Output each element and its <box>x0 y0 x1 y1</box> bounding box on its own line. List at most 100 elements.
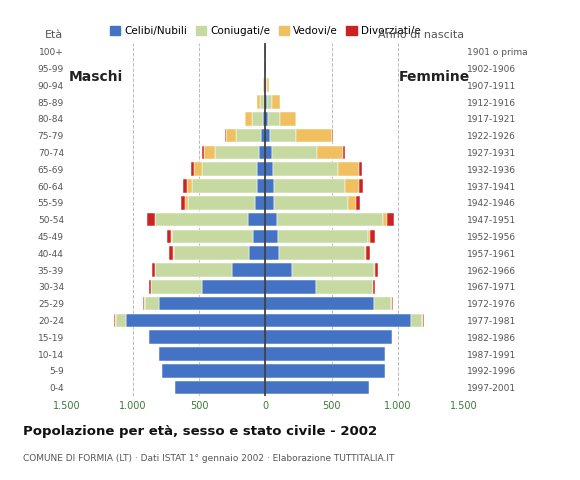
Bar <box>278 229 368 243</box>
Bar <box>202 145 204 159</box>
Bar <box>332 129 333 143</box>
Bar <box>155 263 232 277</box>
Bar <box>226 129 236 143</box>
Bar <box>272 145 317 159</box>
Bar <box>277 213 383 227</box>
Bar <box>266 246 278 260</box>
Bar <box>266 179 274 193</box>
Bar <box>375 263 378 277</box>
Bar <box>260 95 264 109</box>
Bar <box>255 196 266 210</box>
Bar <box>273 162 338 176</box>
Bar <box>266 347 385 361</box>
Bar <box>266 263 292 277</box>
Bar <box>343 145 346 159</box>
Bar <box>126 313 266 327</box>
Bar <box>162 364 266 378</box>
Bar <box>192 179 257 193</box>
Bar <box>169 246 173 260</box>
Bar <box>266 229 278 243</box>
Bar <box>232 263 266 277</box>
Bar <box>266 95 267 109</box>
Bar <box>346 179 358 193</box>
Bar <box>387 213 394 227</box>
Bar <box>253 229 266 243</box>
Bar <box>266 364 385 378</box>
Bar <box>368 229 370 243</box>
Bar <box>172 229 253 243</box>
Bar <box>266 78 267 92</box>
Bar <box>296 129 332 143</box>
Bar <box>202 280 266 294</box>
Bar <box>245 112 252 126</box>
Bar <box>383 213 387 227</box>
Bar <box>248 213 266 227</box>
Bar <box>338 162 360 176</box>
Bar <box>360 162 362 176</box>
Bar <box>266 145 272 159</box>
Bar <box>391 297 392 311</box>
Bar <box>149 330 266 344</box>
Bar <box>266 112 268 126</box>
Bar <box>115 313 126 327</box>
Legend: Celibi/Nubili, Coniugati/e, Vedovi/e, Divorziati/e: Celibi/Nubili, Coniugati/e, Vedovi/e, Di… <box>106 22 425 40</box>
Bar <box>316 280 372 294</box>
Bar <box>266 330 393 344</box>
Bar <box>194 162 202 176</box>
Bar <box>215 145 259 159</box>
Bar <box>166 229 171 243</box>
Bar <box>145 297 160 311</box>
Bar <box>202 162 258 176</box>
Bar <box>358 179 362 193</box>
Bar <box>280 112 296 126</box>
Bar <box>274 179 346 193</box>
Bar <box>173 246 174 260</box>
Text: Anno di nascita: Anno di nascita <box>378 30 464 40</box>
Bar <box>257 179 266 193</box>
Bar <box>262 129 266 143</box>
Bar <box>175 381 266 395</box>
Bar <box>266 313 411 327</box>
Bar <box>317 145 343 159</box>
Bar <box>267 78 269 92</box>
Bar <box>171 229 172 243</box>
Bar <box>268 112 280 126</box>
Bar <box>274 196 348 210</box>
Text: Popolazione per età, sesso e stato civile - 2002: Popolazione per età, sesso e stato civil… <box>23 425 378 438</box>
Bar <box>264 78 266 92</box>
Bar <box>249 246 266 260</box>
Bar <box>356 196 360 210</box>
Bar <box>272 95 280 109</box>
Bar <box>266 381 369 395</box>
Bar <box>263 78 264 92</box>
Bar <box>114 313 115 327</box>
Bar <box>374 280 375 294</box>
Bar <box>372 280 374 294</box>
Bar <box>155 213 248 227</box>
Bar <box>182 196 185 210</box>
Bar <box>370 229 375 243</box>
Bar <box>278 246 365 260</box>
Bar <box>411 313 422 327</box>
Bar <box>392 297 393 311</box>
Bar <box>348 196 356 210</box>
Bar <box>185 196 188 210</box>
Bar <box>266 196 274 210</box>
Bar <box>152 263 155 277</box>
Text: COMUNE DI FORMIA (LT) · Dati ISTAT 1° gennaio 2002 · Elaborazione TUTTITALIA.IT: COMUNE DI FORMIA (LT) · Dati ISTAT 1° ge… <box>23 454 394 463</box>
Bar <box>149 280 151 294</box>
Bar <box>292 263 374 277</box>
Bar <box>422 313 423 327</box>
Bar <box>187 179 192 193</box>
Bar <box>374 263 375 277</box>
Bar <box>259 145 266 159</box>
Bar <box>266 213 277 227</box>
Bar <box>236 129 262 143</box>
Text: Femmine: Femmine <box>399 70 470 84</box>
Bar <box>174 246 249 260</box>
Bar <box>225 129 226 143</box>
Bar <box>191 162 194 176</box>
Bar <box>365 246 366 260</box>
Bar <box>204 145 215 159</box>
Text: Età: Età <box>45 30 63 40</box>
